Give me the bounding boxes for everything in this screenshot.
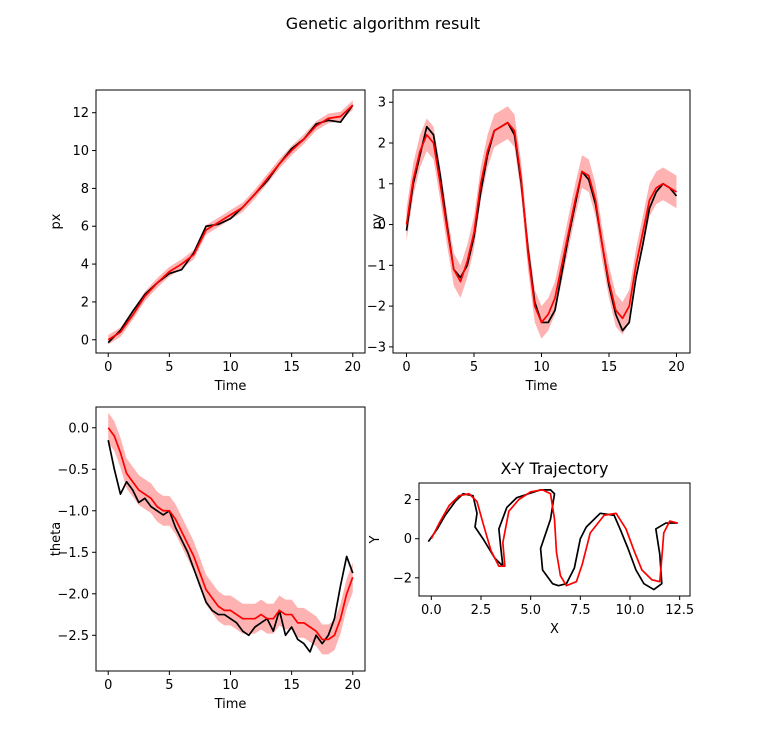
subplot-xy-trajectory: 0.0 2.5 5.0 7.5 10.0 12.5 −2 0 2 X Y X-Y Trajectory [368, 459, 694, 637]
y-tick-label: 0 [81, 333, 89, 348]
y-tick-label: −1.0 [57, 504, 89, 519]
subplot-title: X-Y Trajectory [501, 459, 609, 478]
x-tick-label: 5 [165, 360, 173, 375]
x-tick-label: 5 [470, 360, 478, 375]
x-tick-label: 0.0 [421, 603, 442, 618]
x-tick-label: 10 [222, 360, 239, 375]
subplot-px: 0 5 10 15 20 0 2 4 6 8 10 12 Time px [49, 89, 366, 394]
x-tick-label: 15 [283, 360, 300, 375]
y-tick-label: −1.5 [57, 546, 89, 561]
x-tick-label: 0 [402, 360, 410, 375]
series-line-black [107, 440, 354, 653]
series-line-red [430, 488, 678, 587]
x-axis-label: Time [525, 379, 558, 394]
x-tick-label: 15 [283, 678, 300, 693]
x-tick-label: 20 [344, 678, 361, 693]
plot-area [107, 100, 354, 345]
y-tick-label: 0.0 [68, 421, 89, 436]
x-tick-label: 5.0 [520, 603, 541, 618]
y-axis-label: theta [49, 522, 64, 556]
y-tick-label: 2 [81, 295, 89, 310]
y-tick-label: −1 [367, 259, 386, 274]
y-tick-label: 8 [81, 182, 89, 197]
y-tick-label: 12 [72, 106, 89, 121]
series-line-red [107, 427, 354, 641]
x-tick-label: 2.5 [471, 603, 492, 618]
y-tick-label: 0 [404, 532, 412, 547]
x-tick-label: 0 [104, 678, 112, 693]
x-axis-label: X [550, 622, 559, 637]
y-tick-label: 0 [378, 218, 386, 233]
series-line-red [405, 121, 677, 324]
x-tick-label: 10 [222, 678, 239, 693]
y-tick-label: 3 [378, 96, 386, 111]
subplot-theta: 0 5 10 15 20 −2.5 −2.0 −1.5 −1.0 −0.5 0.0 Time theta [49, 406, 366, 712]
y-tick-label: −2.0 [57, 587, 89, 602]
y-tick-label: −2 [393, 571, 412, 586]
y-tick-label: 6 [81, 220, 89, 235]
y-axis-label: Y [368, 535, 383, 544]
x-tick-label: 7.5 [570, 603, 591, 618]
axes-frame [418, 482, 691, 597]
y-tick-label: 10 [72, 144, 89, 159]
y-axis-label: px [49, 213, 64, 229]
x-tick-label: 0 [104, 360, 112, 375]
series-line-black [427, 488, 678, 591]
x-tick-label: 20 [668, 360, 685, 375]
series-line-red [107, 104, 354, 341]
series-line-black [107, 104, 354, 344]
x-tick-label: 5 [165, 678, 173, 693]
y-axis-label: py [370, 213, 385, 229]
y-tick-label: 2 [378, 137, 386, 152]
x-tick-label: 10 [533, 360, 550, 375]
x-tick-label: 12.5 [665, 603, 694, 618]
x-tick-label: 10.0 [616, 603, 645, 618]
plot-area [405, 106, 678, 339]
confidence-band [108, 100, 353, 345]
y-tick-label: 2 [404, 493, 412, 508]
x-axis-label: Time [214, 697, 247, 712]
y-tick-label: −0.5 [57, 463, 89, 478]
y-tick-label: −2.5 [57, 629, 89, 644]
x-tick-label: 20 [344, 360, 361, 375]
plot-area [427, 488, 678, 591]
plot-area [107, 412, 354, 655]
confidence-band [108, 412, 353, 655]
x-tick-label: 15 [601, 360, 618, 375]
x-axis-label: Time [214, 379, 247, 394]
subplot-py: 0 5 10 15 20 −3 −2 −1 0 1 2 3 Time py [367, 89, 691, 394]
y-tick-label: 4 [81, 258, 89, 273]
y-tick-label: 1 [378, 177, 386, 192]
y-tick-label: −3 [367, 340, 386, 355]
y-tick-label: −2 [367, 300, 386, 315]
figure-title: Genetic algorithm result [286, 14, 480, 33]
